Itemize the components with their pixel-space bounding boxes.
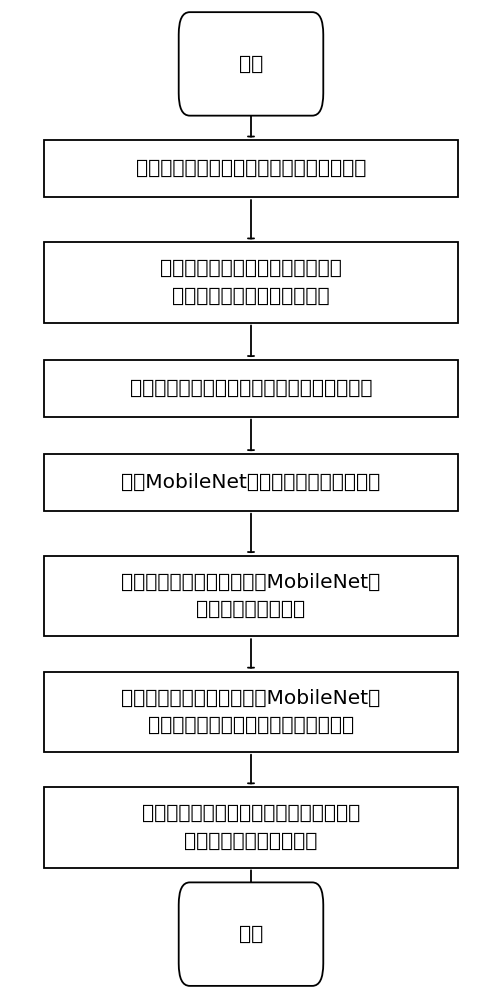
- FancyBboxPatch shape: [44, 140, 457, 197]
- FancyBboxPatch shape: [44, 787, 457, 867]
- Text: 构建MobileNet回归器模型，设置超参数: 构建MobileNet回归器模型，设置超参数: [121, 473, 380, 492]
- FancyBboxPatch shape: [178, 12, 323, 116]
- FancyBboxPatch shape: [44, 556, 457, 636]
- FancyBboxPatch shape: [44, 454, 457, 511]
- FancyBboxPatch shape: [44, 360, 457, 417]
- FancyBboxPatch shape: [44, 242, 457, 323]
- Text: 采用多尺度卷积对处理好的数据进行特征提取: 采用多尺度卷积对处理好的数据进行特征提取: [129, 379, 372, 398]
- Text: 对数据集做预处理（图像灰度化、
直方图均衡化、图像归一化）: 对数据集做预处理（图像灰度化、 直方图均衡化、图像归一化）: [160, 259, 341, 306]
- Text: 从测试集中提取的特征输入MobileNet回
归器模型，使用训练好的模型进行测试: 从测试集中提取的特征输入MobileNet回 归器模型，使用训练好的模型进行测试: [121, 689, 380, 735]
- Text: 开始: 开始: [238, 54, 263, 73]
- Text: 结束: 结束: [238, 925, 263, 944]
- Text: 从训练集中提取的特征输入MobileNet回
归器模型，进行训练: 从训练集中提取的特征输入MobileNet回 归器模型，进行训练: [121, 573, 380, 619]
- Text: 搜集头部姿态数据集，分为训练集和测试集: 搜集头部姿态数据集，分为训练集和测试集: [136, 159, 365, 178]
- FancyBboxPatch shape: [44, 672, 457, 752]
- Text: 使用训练好的模型对单张头部图片估计其
欧拉角，验证系统实时性: 使用训练好的模型对单张头部图片估计其 欧拉角，验证系统实时性: [142, 804, 359, 850]
- FancyBboxPatch shape: [178, 882, 323, 986]
